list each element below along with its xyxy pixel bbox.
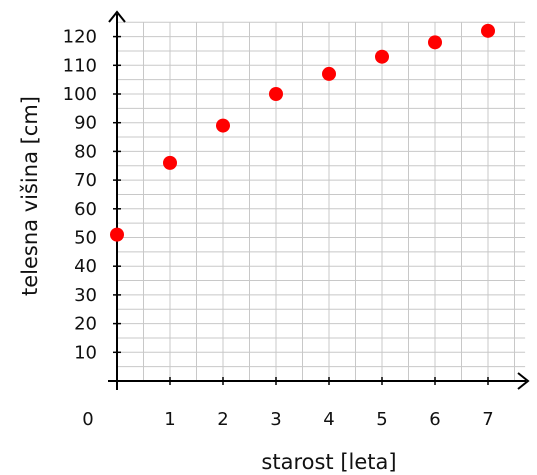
y-tick-label: 60 xyxy=(74,199,97,220)
y-tick-label: 80 xyxy=(74,141,97,162)
x-axis-arrow-icon xyxy=(517,372,530,390)
y-tick-label: 30 xyxy=(74,285,97,306)
x-tick-label: 4 xyxy=(323,409,334,430)
data-point xyxy=(269,87,283,101)
x-tick-label: 7 xyxy=(482,409,493,430)
ticks xyxy=(113,35,489,385)
data-point xyxy=(110,227,124,242)
y-tick-label: 110 xyxy=(63,55,97,76)
data-points xyxy=(110,23,495,242)
x-tick-label: 6 xyxy=(429,409,440,430)
data-point xyxy=(481,23,495,38)
data-point xyxy=(322,66,336,81)
x-tick-label: 5 xyxy=(376,409,387,430)
y-tick-label: 90 xyxy=(74,113,97,134)
y-tick-label: 40 xyxy=(74,256,97,277)
y-tick-label: 50 xyxy=(74,228,97,249)
x-origin-label: 0 xyxy=(82,409,93,430)
y-axis-title: telesna višina [cm] xyxy=(18,96,42,296)
x-tick-label: 1 xyxy=(164,409,175,430)
y-axis-arrow-icon xyxy=(108,10,126,23)
y-tick-label: 10 xyxy=(74,342,97,363)
tick-labels: 1 2 3 4 5 6 7 10 20 30 40 50 60 70 80 90 100 110 120 xyxy=(63,27,494,430)
y-tick-label: 100 xyxy=(63,84,97,105)
y-tick-label: 70 xyxy=(74,170,97,191)
data-point xyxy=(216,118,230,133)
x-tick-label: 3 xyxy=(270,409,281,430)
x-tick-label: 2 xyxy=(217,409,228,430)
x-axis-title: starost [leta] xyxy=(261,450,396,474)
axes xyxy=(108,10,530,390)
y-tick-label: 20 xyxy=(74,314,97,335)
data-point xyxy=(375,49,389,64)
data-point xyxy=(428,35,442,50)
grid xyxy=(117,21,526,381)
y-tick-label: 120 xyxy=(63,27,97,48)
data-point xyxy=(163,155,177,170)
